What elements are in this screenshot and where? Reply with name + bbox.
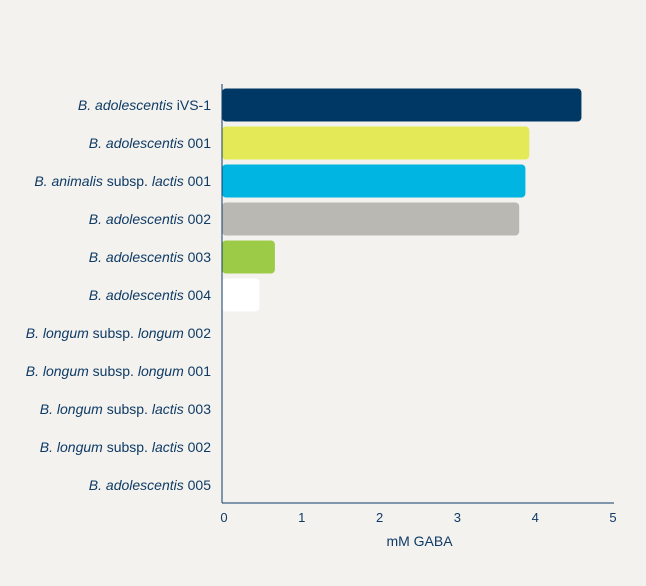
category-label-6: B. adolescentis 004 <box>89 287 211 303</box>
category-label-4: B. adolescentis 002 <box>89 211 211 227</box>
bar-4 <box>222 202 520 236</box>
category-label-2: B. adolescentis 001 <box>89 135 211 151</box>
category-label-10: B. longum subsp. lactis 002 <box>40 439 211 455</box>
bar-1 <box>222 88 582 122</box>
category-label-8: B. longum subsp. longum 001 <box>26 363 211 379</box>
category-label-3: B. animalis subsp. lactis 001 <box>34 173 211 189</box>
x-tick-label-5: 5 <box>609 510 616 525</box>
x-axis-ticks: 0 1 2 3 4 5 <box>220 510 616 525</box>
bar-5 <box>222 240 275 274</box>
x-tick-label-4: 4 <box>532 510 539 525</box>
category-label-1: B. adolescentis iVS-1 <box>78 97 211 113</box>
category-label-11: B. adolescentis 005 <box>89 477 211 493</box>
bar-3 <box>222 164 526 198</box>
bars-group <box>222 88 582 312</box>
category-labels: B. adolescentis iVS-1 B. adolescentis 001… <box>26 97 211 493</box>
category-label-9: B. longum subsp. lactis 003 <box>40 401 211 417</box>
category-label-7: B. longum subsp. longum 002 <box>26 325 211 341</box>
x-axis-title: mM GABA <box>386 533 453 549</box>
bar-2 <box>222 126 530 160</box>
bar-6 <box>222 278 260 312</box>
x-tick-label-3: 3 <box>454 510 461 525</box>
category-label-5: B. adolescentis 003 <box>89 249 211 265</box>
x-tick-label-2: 2 <box>376 510 383 525</box>
x-tick-label-1: 1 <box>298 510 305 525</box>
x-tick-label-0: 0 <box>220 510 227 525</box>
